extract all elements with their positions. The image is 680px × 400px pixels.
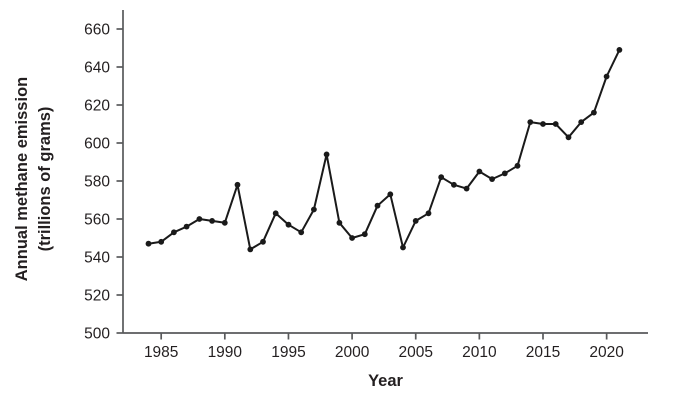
data-point-1995 (285, 221, 292, 228)
y-tick-label: 600 (84, 136, 110, 153)
data-point-1990 (221, 219, 228, 226)
data-point-2012 (501, 170, 508, 177)
x-tick-label: 1995 (271, 344, 305, 361)
data-point-2008 (451, 181, 457, 188)
data-point-2006 (425, 210, 432, 217)
data-point-2005 (412, 218, 419, 224)
x-tick-label: 2000 (335, 344, 370, 361)
data-point-2011 (489, 176, 495, 183)
data-point-2020 (603, 73, 610, 80)
data-point-1999 (336, 219, 343, 226)
data-point-1994 (272, 210, 279, 217)
y-axis-title: Annual methane emission (trillions of gr… (11, 49, 57, 309)
data-point-2021 (616, 47, 623, 53)
x-tick-label: 1985 (144, 344, 178, 361)
data-point-2010 (476, 168, 483, 175)
data-point-1987 (183, 223, 190, 230)
data-point-2000 (349, 235, 355, 241)
data-point-1992 (247, 246, 254, 253)
data-point-1985 (158, 238, 165, 245)
x-tick-label: 1990 (208, 344, 243, 361)
data-point-2003 (387, 191, 394, 198)
x-tick-label: 2020 (589, 344, 624, 361)
data-point-1996 (298, 229, 305, 236)
data-point-1986 (171, 229, 177, 236)
emissions-line (147, 48, 621, 251)
data-point-2015 (540, 121, 546, 127)
data-point-2014 (527, 119, 534, 125)
data-point-2002 (374, 202, 381, 209)
data-point-2016 (552, 121, 559, 127)
data-point-1998 (323, 151, 330, 158)
data-point-2001 (361, 231, 368, 238)
data-point-2013 (514, 162, 521, 169)
y-tick-label: 620 (84, 98, 110, 115)
y-tick-label: 540 (84, 250, 110, 267)
data-point-2009 (463, 185, 470, 192)
y-tick-label: 640 (84, 60, 110, 77)
x-tick-label: 2015 (526, 344, 560, 361)
y-tick-label: 660 (84, 22, 110, 39)
data-point-2004 (400, 244, 406, 251)
data-point-1993 (260, 238, 266, 245)
x-axis-title: Year (368, 372, 403, 390)
y-tick-label: 560 (84, 212, 110, 229)
y-axis-title-line2: (trillions of grams) (36, 106, 55, 252)
data-point-2007 (438, 174, 445, 181)
y-tick-label: 520 (84, 288, 110, 305)
data-point-2019 (591, 109, 597, 116)
x-tick-label: 2010 (462, 344, 497, 361)
y-tick-label: 580 (84, 174, 110, 191)
data-point-1989 (209, 218, 216, 224)
data-point-1997 (311, 206, 317, 213)
y-axis-title-line1: Annual methane emission (13, 76, 31, 282)
x-tick-label: 2005 (398, 344, 432, 361)
y-tick-label: 500 (84, 326, 110, 343)
data-point-2017 (565, 134, 572, 141)
data-point-2018 (578, 119, 585, 125)
data-point-1984 (145, 240, 152, 247)
data-point-1988 (196, 216, 203, 222)
data-point-1991 (234, 181, 241, 188)
